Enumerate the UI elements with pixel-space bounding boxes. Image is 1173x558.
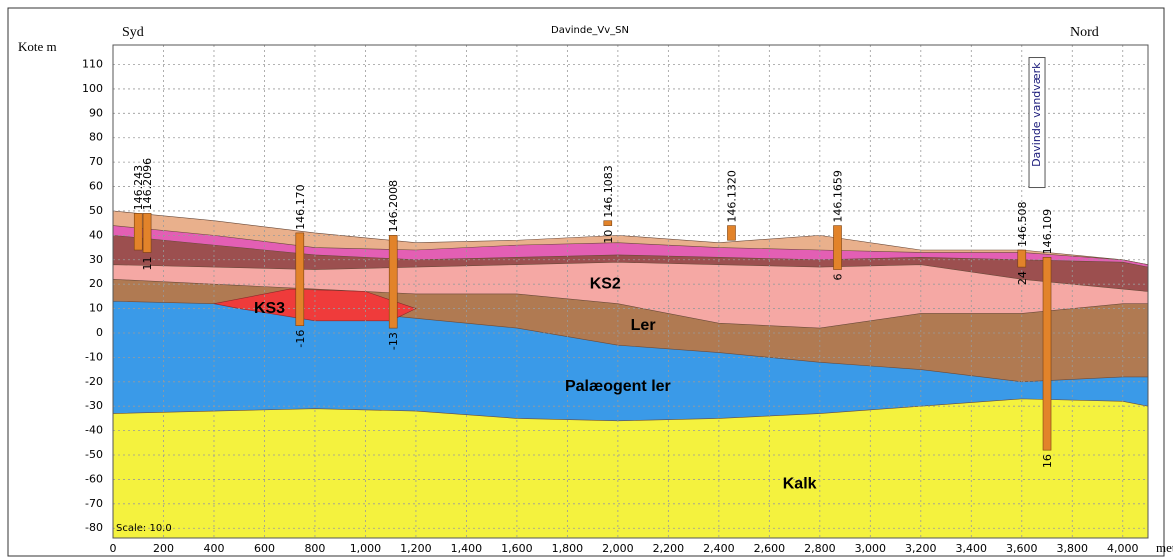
borehole-depth: -16 <box>294 330 307 348</box>
y-tick-label: -60 <box>85 472 103 485</box>
x-tick-label: 3,200 <box>905 542 937 555</box>
x-tick-label: 800 <box>304 542 325 555</box>
y-tick-label: 90 <box>89 106 103 119</box>
y-tick-label: 110 <box>82 58 103 71</box>
layer-label: Ler <box>631 317 656 334</box>
y-tick-label: 10 <box>89 302 103 315</box>
x-tick-label: 2,400 <box>703 542 735 555</box>
borehole-depth: 16 <box>1041 454 1054 468</box>
borehole <box>143 213 151 252</box>
x-tick-label: 400 <box>203 542 224 555</box>
borehole-label: 146.508 <box>1016 202 1029 248</box>
y-axis-label: Kote m <box>18 39 57 54</box>
borehole-depth: 24 <box>1016 271 1029 285</box>
borehole-label: 146.2008 <box>387 180 400 233</box>
y-tick-label: 40 <box>89 228 103 241</box>
y-tick-label: 50 <box>89 204 103 217</box>
x-axis-label: meter <box>1156 540 1173 555</box>
chart: Davinde_Vv_SN Syd Nord Kote m meter KS2 P… <box>0 0 1173 558</box>
borehole <box>1018 250 1026 267</box>
y-tick-label: -80 <box>85 521 103 534</box>
layer-label: KS3 <box>254 300 285 317</box>
left-label: Syd <box>122 25 144 40</box>
y-tick-label: 60 <box>89 180 103 193</box>
x-tick-label: 2,000 <box>602 542 634 555</box>
borehole <box>134 213 142 250</box>
x-tick-label: 3,400 <box>956 542 988 555</box>
borehole <box>727 226 735 241</box>
x-tick-label: 600 <box>254 542 275 555</box>
site-label: Davinde vandværk <box>1030 62 1043 167</box>
x-tick-label: 2,600 <box>754 542 786 555</box>
x-tick-label: 0 <box>110 542 117 555</box>
y-tick-label: -10 <box>85 350 103 363</box>
borehole-label: 146.1083 <box>602 165 615 218</box>
borehole <box>296 233 304 326</box>
y-tick-label: -40 <box>85 424 103 437</box>
borehole-label: 146.2096 <box>141 158 154 211</box>
x-tick-label: 200 <box>153 542 174 555</box>
borehole <box>389 235 397 328</box>
borehole <box>1043 257 1051 450</box>
x-tick-label: 3,600 <box>1006 542 1038 555</box>
page: {"chart_data": { "type": "cross-section"… <box>0 0 1173 558</box>
right-label: Nord <box>1070 25 1099 40</box>
y-tick-label: -70 <box>85 497 103 510</box>
borehole <box>834 226 842 270</box>
y-tick-label: 80 <box>89 131 103 144</box>
chart-title: Davinde_Vv_SN <box>551 25 629 36</box>
borehole-label: 146.1320 <box>725 170 738 223</box>
layer-label: Palæogent ler <box>565 378 671 395</box>
x-tick-label: 1,600 <box>501 542 533 555</box>
x-tick-label: 2,200 <box>653 542 685 555</box>
borehole-depth: -13 <box>387 332 400 350</box>
x-tick-label: 3,800 <box>1057 542 1089 555</box>
borehole-depth: 11 <box>141 256 154 270</box>
y-tick-label: 30 <box>89 253 103 266</box>
y-tick-label: -50 <box>85 448 103 461</box>
x-tick-label: 1,200 <box>400 542 432 555</box>
borehole <box>604 221 612 226</box>
x-tick-label: 1,000 <box>350 542 382 555</box>
x-tick-label: 2,800 <box>804 542 836 555</box>
y-tick-label: 20 <box>89 277 103 290</box>
y-tick-label: 100 <box>82 82 103 95</box>
y-tick-label: 0 <box>96 326 103 339</box>
y-tick-label: 70 <box>89 155 103 168</box>
x-tick-label: 1,800 <box>552 542 584 555</box>
layer-label: KS2 <box>590 275 621 292</box>
x-tick-label: 3,000 <box>855 542 887 555</box>
y-tick-label: -20 <box>85 375 103 388</box>
borehole-label: 146.1659 <box>832 170 845 223</box>
borehole-label: 146.109 <box>1041 209 1054 255</box>
layer-label: Kalk <box>783 476 817 493</box>
borehole-depth: 6 <box>832 274 845 281</box>
y-tick-label: -30 <box>85 399 103 412</box>
borehole-label: 146.170 <box>294 184 307 230</box>
x-tick-label: 1,400 <box>451 542 483 555</box>
scale-note: Scale: 10.0 <box>116 523 172 534</box>
borehole-depth: 10 <box>602 230 615 244</box>
x-tick-label: 4,000 <box>1107 542 1139 555</box>
